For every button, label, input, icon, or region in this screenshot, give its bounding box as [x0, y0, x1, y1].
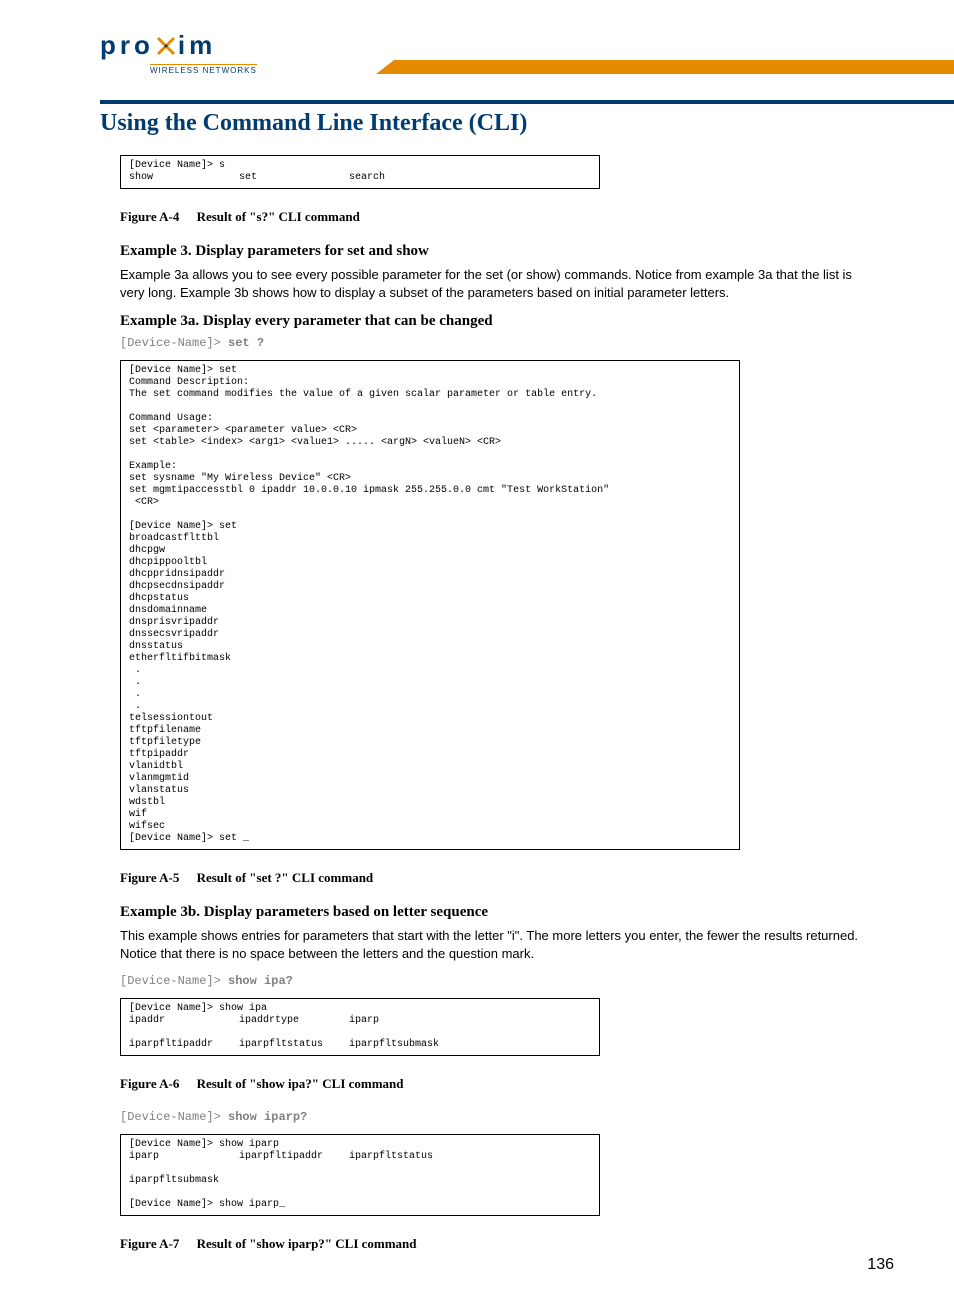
figure-number: Figure A-6	[120, 1076, 179, 1091]
page-header: pro im WIRELESS NETWORKS	[60, 30, 894, 90]
terminal-row: ipaddripaddrtypeiparp	[129, 1015, 591, 1027]
terminal-cell: show	[129, 172, 239, 184]
terminal-output-a6: [Device Name]> show ipa ipaddripaddrtype…	[120, 998, 600, 1056]
header-rule	[100, 100, 954, 104]
terminal-row: iparpiparpfltipaddriparpfltstatus	[129, 1151, 591, 1163]
terminal-line: [Device Name]> show ipa	[129, 1003, 267, 1014]
terminal-cell: iparpfltipaddr	[129, 1039, 239, 1051]
section-heading: Example 3a. Display every parameter that…	[120, 313, 874, 330]
figure-title: Result of "show ipa?" CLI command	[197, 1076, 404, 1091]
terminal-cell: iparp	[349, 1015, 459, 1027]
terminal-row: iparpfltsubmask	[129, 1175, 591, 1187]
figure-title: Result of "set ?" CLI command	[197, 870, 374, 885]
figure-number: Figure A-7	[120, 1236, 179, 1251]
figure-title: Result of "s?" CLI command	[197, 209, 360, 224]
figure-number: Figure A-5	[120, 870, 179, 885]
terminal-line: [Device Name]> show iparp	[129, 1139, 279, 1150]
terminal-output-a5: [Device Name]> set Command Description: …	[120, 360, 740, 850]
header-accent-bar	[394, 60, 954, 74]
terminal-line: [Device Name]> s	[129, 160, 225, 171]
terminal-cell: ipaddrtype	[239, 1015, 349, 1027]
terminal-cell: iparpfltsubmask	[349, 1039, 459, 1051]
prompt-text: [Device-Name]>	[120, 974, 221, 988]
terminal-cell: iparpfltsubmask	[129, 1175, 239, 1187]
figure-caption: Figure A-5 Result of "set ?" CLI command	[120, 870, 874, 886]
terminal-row: iparpfltipaddriparpfltstatusiparpfltsubm…	[129, 1039, 591, 1051]
section-heading: Example 3b. Display parameters based on …	[120, 904, 874, 921]
body-paragraph: This example shows entries for parameter…	[120, 927, 874, 962]
prompt-text: [Device-Name]>	[120, 336, 221, 350]
body-paragraph: Example 3a allows you to see every possi…	[120, 266, 874, 301]
terminal-cell: iparpfltstatus	[239, 1039, 349, 1051]
figure-caption: Figure A-6 Result of "show ipa?" CLI com…	[120, 1076, 874, 1092]
command-line: [Device-Name]> show iparp?	[120, 1110, 874, 1124]
figure-title: Result of "show iparp?" CLI command	[197, 1236, 417, 1251]
logo-tagline: WIRELESS NETWORKS	[150, 64, 257, 75]
terminal-line: [Device Name]> show iparp_	[129, 1199, 285, 1210]
logo-text: pro im	[100, 30, 257, 61]
terminal-output-a4: [Device Name]> s showsetsearch	[120, 155, 600, 189]
command-line: [Device-Name]> set ?	[120, 336, 874, 350]
command-text: set ?	[228, 336, 264, 350]
terminal-cell: iparpfltipaddr	[239, 1151, 349, 1163]
section-heading: Example 3. Display parameters for set an…	[120, 243, 874, 260]
logo-prefix: pro	[100, 30, 154, 61]
content: [Device Name]> s showsetsearch Figure A-…	[120, 155, 874, 1252]
brand-logo: pro im WIRELESS NETWORKS	[100, 30, 257, 76]
terminal-row: showsetsearch	[129, 172, 591, 184]
logo-x-icon	[155, 35, 177, 57]
figure-number: Figure A-4	[120, 209, 179, 224]
command-text: show ipa?	[228, 974, 293, 988]
terminal-cell: set	[239, 172, 349, 184]
page-title: Using the Command Line Interface (CLI)	[100, 110, 894, 137]
command-text: show iparp?	[228, 1110, 307, 1124]
logo-suffix: im	[178, 30, 216, 61]
terminal-cell: iparpfltstatus	[349, 1151, 459, 1163]
terminal-output-a7: [Device Name]> show iparp iparpiparpflti…	[120, 1134, 600, 1216]
prompt-text: [Device-Name]>	[120, 1110, 221, 1124]
page: pro im WIRELESS NETWORKS Using the Comma…	[0, 0, 954, 1310]
command-line: [Device-Name]> show ipa?	[120, 974, 874, 988]
terminal-cell: iparp	[129, 1151, 239, 1163]
terminal-cell: ipaddr	[129, 1015, 239, 1027]
page-number: 136	[867, 1256, 894, 1274]
terminal-cell: search	[349, 172, 459, 184]
figure-caption: Figure A-7 Result of "show iparp?" CLI c…	[120, 1236, 874, 1252]
figure-caption: Figure A-4 Result of "s?" CLI command	[120, 209, 874, 225]
